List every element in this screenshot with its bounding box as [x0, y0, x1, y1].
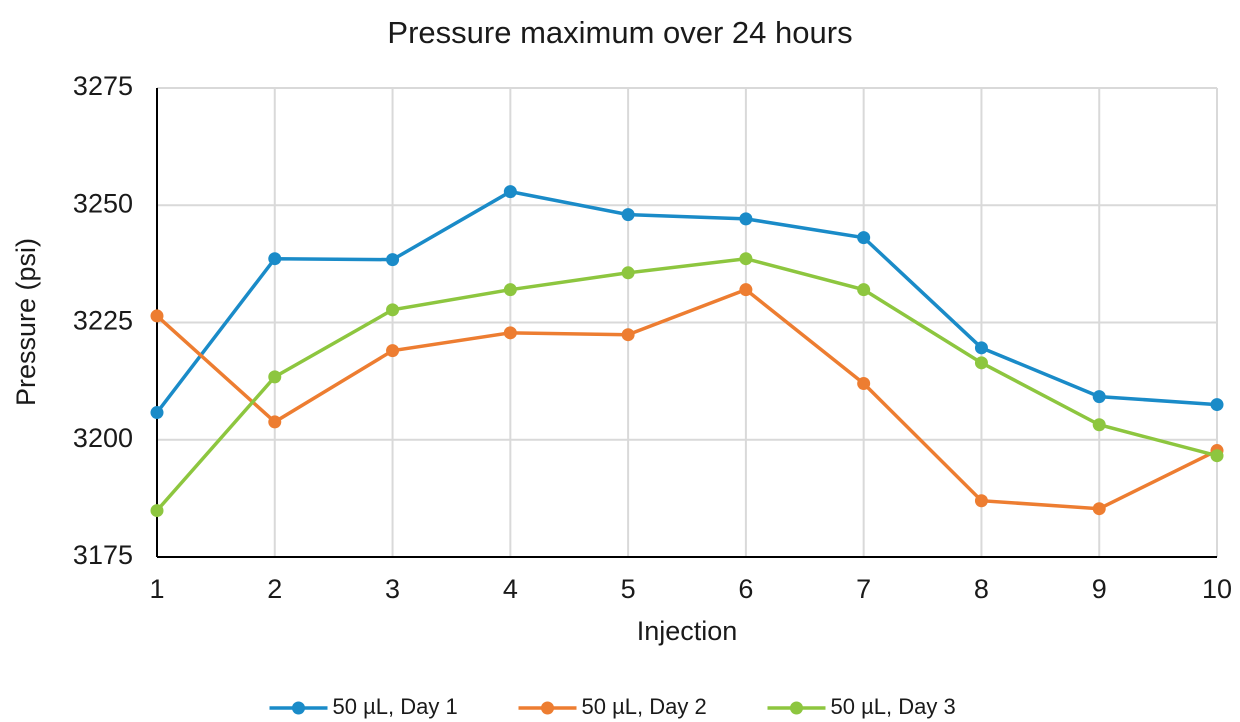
data-point [150, 504, 164, 518]
data-point [386, 253, 400, 267]
x-tick-label: 6 [738, 574, 753, 604]
x-axis-label: Injection [637, 616, 738, 646]
x-tick-label: 7 [856, 574, 871, 604]
data-point [857, 231, 871, 245]
x-tick-label: 8 [974, 574, 989, 604]
x-tick-label: 3 [385, 574, 400, 604]
data-point [739, 212, 753, 226]
data-point [621, 328, 635, 342]
data-point [150, 406, 164, 420]
data-point [974, 341, 988, 355]
data-point [974, 494, 988, 508]
x-tick-label: 1 [149, 574, 164, 604]
series-line [155, 287, 1218, 511]
series-line [155, 256, 1218, 512]
data-point [739, 252, 753, 266]
data-point [1092, 502, 1106, 516]
legend-label: 50 µL, Day 1 [333, 694, 458, 719]
y-tick-label: 3275 [73, 71, 133, 101]
data-point [503, 326, 517, 340]
x-tick-label: 9 [1092, 574, 1107, 604]
x-tick-label: 4 [503, 574, 518, 604]
data-point [1092, 390, 1106, 404]
data-point [268, 370, 282, 384]
data-point [739, 283, 753, 297]
legend-label: 50 µL, Day 3 [831, 694, 956, 719]
data-point [503, 185, 517, 199]
data-point [1210, 398, 1224, 412]
y-tick-label: 3225 [73, 306, 133, 336]
legend-marker [541, 701, 554, 715]
data-point [857, 283, 871, 297]
data-point [1210, 449, 1224, 463]
legend-marker [292, 701, 305, 715]
data-point [268, 415, 282, 429]
x-tick-label: 2 [267, 574, 282, 604]
data-point [268, 252, 282, 266]
y-tick-label: 3200 [73, 423, 133, 453]
legend-marker [790, 701, 803, 715]
x-tick-label: 10 [1202, 574, 1232, 604]
x-tick-label: 5 [621, 574, 636, 604]
data-point [503, 283, 517, 297]
data-point [1092, 418, 1106, 432]
data-point [386, 303, 400, 317]
data-point [621, 266, 635, 280]
data-point [150, 309, 164, 323]
data-point [857, 376, 871, 390]
chart-title: Pressure maximum over 24 hours [387, 15, 852, 50]
y-tick-label: 3250 [73, 188, 133, 218]
y-tick-label: 3175 [73, 540, 133, 570]
data-point [974, 356, 988, 370]
data-point [621, 208, 635, 222]
legend-label: 50 µL, Day 2 [582, 694, 707, 719]
y-axis-label: Pressure (psi) [11, 238, 41, 406]
data-point [386, 344, 400, 358]
series-line [155, 189, 1218, 414]
